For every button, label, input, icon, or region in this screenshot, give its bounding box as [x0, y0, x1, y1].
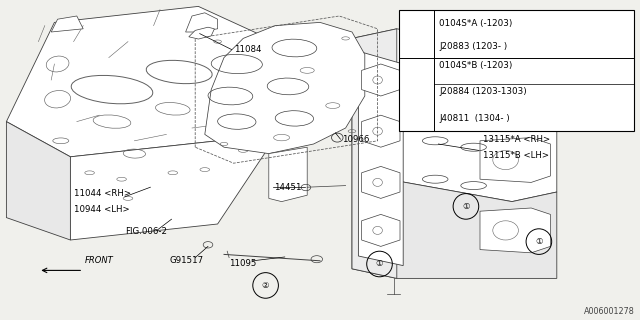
Text: J40811  (1304- ): J40811 (1304- ) [439, 114, 510, 123]
Text: 11084: 11084 [234, 45, 261, 54]
Polygon shape [358, 51, 403, 266]
Polygon shape [362, 166, 400, 198]
Polygon shape [70, 138, 275, 240]
Polygon shape [480, 208, 550, 253]
Polygon shape [480, 138, 550, 182]
Polygon shape [205, 22, 365, 154]
FancyBboxPatch shape [399, 10, 634, 131]
Polygon shape [269, 147, 307, 202]
Text: ①: ① [462, 202, 470, 211]
Text: J20884 (1203-1303): J20884 (1203-1303) [439, 87, 527, 96]
Polygon shape [51, 16, 83, 32]
Text: 10966: 10966 [342, 135, 369, 144]
Text: 14451: 14451 [274, 183, 301, 192]
Polygon shape [362, 115, 400, 147]
Polygon shape [362, 64, 400, 96]
Text: G91517: G91517 [170, 256, 204, 265]
Polygon shape [480, 67, 550, 112]
Text: 11095: 11095 [229, 260, 257, 268]
Polygon shape [6, 122, 70, 240]
Text: 0104S*A (-1203): 0104S*A (-1203) [439, 19, 513, 28]
Polygon shape [6, 6, 275, 157]
Text: A006001278: A006001278 [584, 307, 635, 316]
Polygon shape [362, 214, 400, 246]
Text: 13115*A <RH>: 13115*A <RH> [483, 135, 550, 144]
Text: ②: ② [412, 103, 420, 112]
Polygon shape [352, 29, 557, 202]
Text: 11044 <RH>: 11044 <RH> [74, 189, 131, 198]
Polygon shape [189, 27, 214, 39]
Polygon shape [352, 29, 397, 278]
Text: ②: ② [262, 281, 269, 290]
Text: FRONT: FRONT [85, 256, 114, 265]
Polygon shape [186, 13, 218, 32]
Text: ①: ① [376, 260, 383, 268]
Text: 13115*B <LH>: 13115*B <LH> [483, 151, 549, 160]
Text: FIG.006-2: FIG.006-2 [125, 228, 167, 236]
Text: ①: ① [412, 29, 420, 38]
Text: 10944 <LH>: 10944 <LH> [74, 205, 129, 214]
Text: J20883 (1203- ): J20883 (1203- ) [439, 42, 508, 51]
Polygon shape [352, 173, 557, 278]
Text: ①: ① [535, 237, 543, 246]
Text: 0104S*B (-1203): 0104S*B (-1203) [439, 61, 513, 70]
